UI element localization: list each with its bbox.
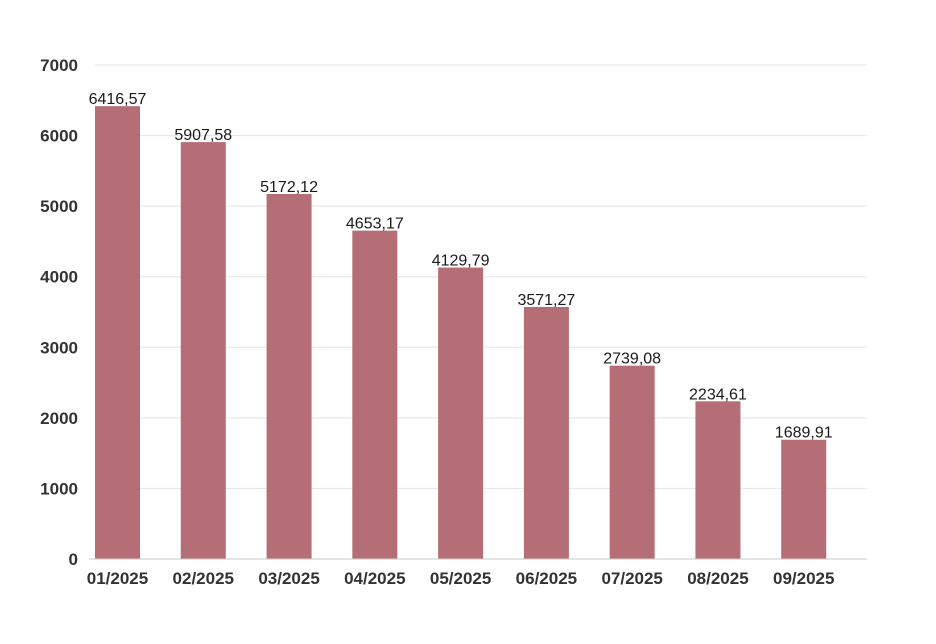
- data-label: 1689,91: [775, 425, 833, 442]
- data-label: 2739,08: [603, 351, 661, 368]
- bar: [180, 142, 226, 560]
- data-label: 6416,57: [89, 91, 147, 108]
- x-tick-label: 03/2025: [258, 569, 319, 588]
- data-labels: 6416,57 5907,58 5172,12 4653,17 4129,79 3571,…: [89, 91, 833, 442]
- y-tick-label: 5000: [40, 197, 78, 216]
- data-label: 5907,58: [174, 127, 232, 144]
- data-label: 5172,12: [260, 179, 318, 196]
- data-label: 4653,17: [346, 216, 404, 233]
- y-tick-label: 7000: [40, 56, 78, 75]
- x-tick-label: 09/2025: [773, 569, 834, 588]
- y-tick-label: 1000: [40, 479, 78, 498]
- bar: [781, 439, 827, 559]
- y-tick-label: 6000: [40, 127, 78, 146]
- x-tick-label: 08/2025: [687, 569, 748, 588]
- bar: [352, 230, 398, 559]
- data-label: 4129,79: [432, 253, 490, 270]
- bars: [95, 106, 827, 560]
- x-axis-ticks: 01/2025 02/2025 03/2025 04/2025 05/2025 06/20…: [87, 569, 835, 588]
- x-tick-label: 02/2025: [173, 569, 234, 588]
- x-tick-label: 01/2025: [87, 569, 148, 588]
- bar: [523, 306, 569, 559]
- y-tick-label: 2000: [40, 409, 78, 428]
- y-tick-label: 3000: [40, 338, 78, 357]
- data-label: 2234,61: [689, 386, 747, 403]
- bar: [695, 401, 741, 559]
- bar: [95, 106, 140, 559]
- y-tick-label: 4000: [40, 268, 78, 287]
- x-tick-label: 07/2025: [601, 569, 662, 588]
- x-tick-label: 06/2025: [516, 569, 577, 588]
- y-tick-label: 0: [69, 550, 78, 569]
- x-tick-label: 04/2025: [344, 569, 405, 588]
- bar: [266, 193, 312, 560]
- data-label: 3571,27: [517, 292, 575, 309]
- x-tick-label: 05/2025: [430, 569, 491, 588]
- y-axis-ticks: 0 1000 2000 3000 4000 5000 6000 7000: [40, 56, 78, 569]
- bar: [609, 365, 655, 559]
- bar: [438, 267, 484, 559]
